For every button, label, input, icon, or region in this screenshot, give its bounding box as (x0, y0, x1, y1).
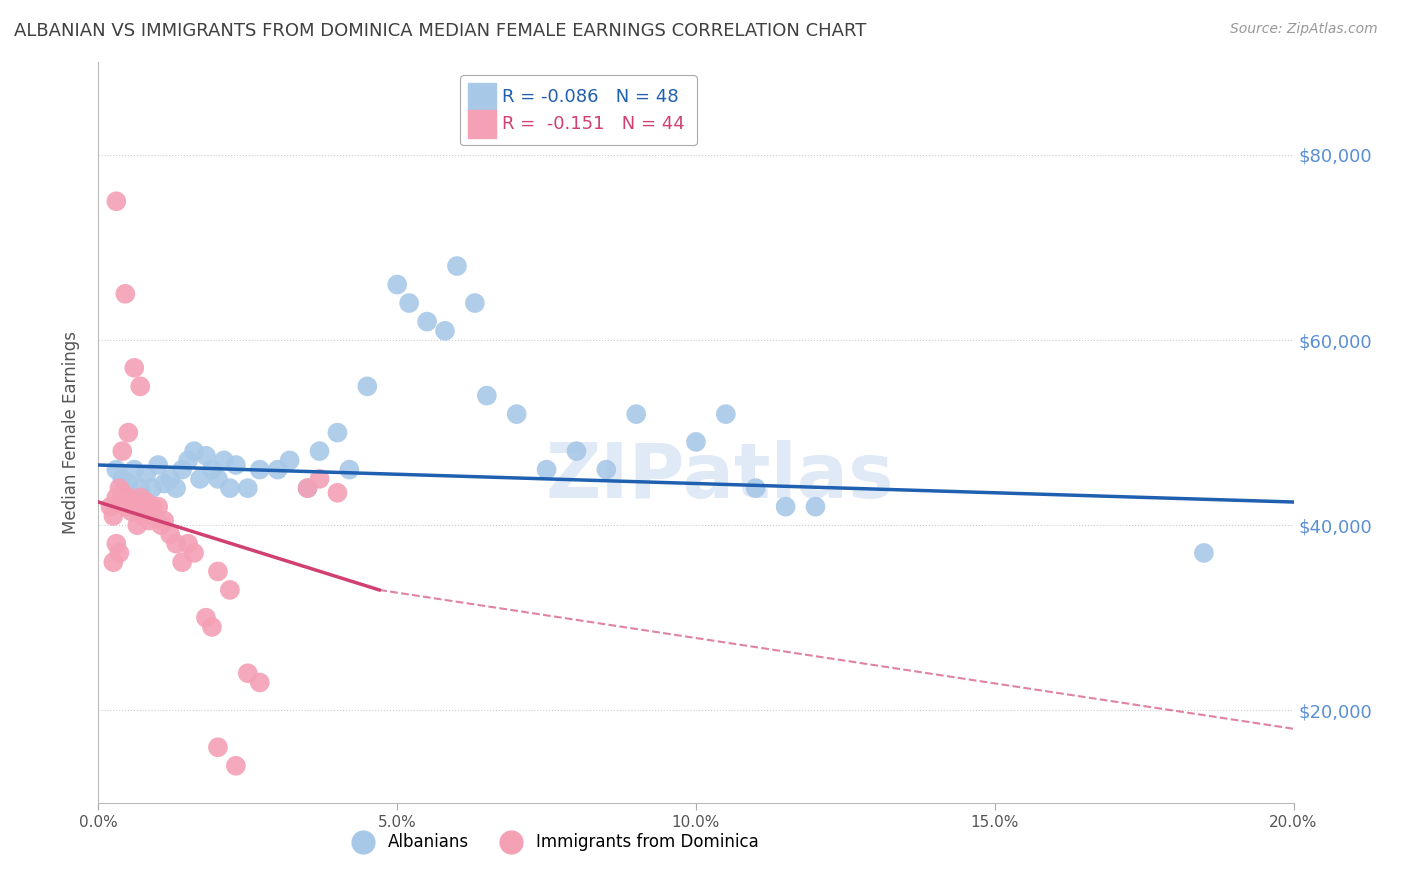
Point (565, 444, 588, 458)
Point (148, 500, 170, 514)
Point (165, 536, 187, 550)
Point (117, 491, 139, 505)
Point (297, 481, 319, 495)
Point (165, 481, 187, 495)
Point (129, 491, 152, 505)
Point (385, 277, 409, 292)
Point (124, 462, 146, 476)
Point (98, 500, 122, 514)
Point (111, 472, 134, 486)
Point (177, 536, 200, 550)
Point (685, 434, 707, 449)
Point (124, 500, 146, 514)
Point (207, 740, 229, 755)
Point (595, 462, 617, 476)
Point (111, 444, 134, 458)
Point (153, 476, 176, 491)
Point (446, 259, 468, 273)
Point (308, 472, 330, 486)
Point (103, 555, 125, 569)
Point (124, 360, 146, 375)
Point (159, 527, 181, 541)
Point (714, 407, 737, 421)
Point (117, 425, 139, 440)
Point (103, 508, 125, 523)
Text: ZIPatlas: ZIPatlas (546, 440, 894, 514)
Text: ALBANIAN VS IMMIGRANTS FROM DOMINICA MEDIAN FEMALE EARNINGS CORRELATION CHART: ALBANIAN VS IMMIGRANTS FROM DOMINICA MED… (14, 22, 866, 40)
Point (745, 481, 768, 495)
Point (267, 462, 290, 476)
Point (138, 514, 160, 528)
Point (326, 425, 349, 440)
Point (135, 467, 157, 482)
Point (114, 286, 136, 301)
Point (114, 500, 136, 514)
Point (236, 666, 259, 681)
Point (141, 500, 163, 514)
Point (212, 453, 235, 467)
Point (225, 458, 247, 472)
Text: Source: ZipAtlas.com: Source: ZipAtlas.com (1230, 22, 1378, 37)
Point (127, 518, 149, 533)
Point (201, 620, 224, 634)
Point (308, 444, 330, 458)
Point (183, 444, 205, 458)
Point (201, 462, 224, 476)
Point (108, 546, 131, 560)
Point (129, 481, 152, 495)
Point (150, 518, 173, 533)
Point (177, 453, 200, 467)
Point (117, 476, 139, 491)
Point (172, 462, 194, 476)
Point (105, 194, 128, 209)
Point (1192, 546, 1215, 560)
Point (135, 495, 157, 509)
Point (398, 296, 420, 310)
Point (416, 314, 439, 328)
Point (129, 379, 152, 393)
Point (278, 453, 301, 467)
Point (207, 472, 229, 486)
Point (225, 758, 247, 772)
Legend: Albanians, Immigrants from Dominica: Albanians, Immigrants from Dominica (340, 826, 765, 857)
Point (536, 462, 558, 476)
Point (775, 500, 797, 514)
Point (195, 449, 218, 463)
Point (219, 481, 242, 495)
Point (249, 675, 271, 690)
Point (132, 508, 155, 523)
Point (195, 610, 218, 624)
Point (141, 481, 163, 495)
Point (249, 462, 271, 476)
Point (188, 472, 211, 486)
Point (475, 388, 498, 402)
Point (219, 582, 242, 597)
Point (356, 379, 378, 393)
Point (297, 481, 319, 495)
Y-axis label: Median Female Earnings: Median Female Earnings (62, 331, 80, 534)
Point (626, 407, 648, 421)
Point (207, 565, 229, 579)
Point (143, 508, 166, 523)
Point (339, 462, 361, 476)
Point (236, 481, 259, 495)
Point (506, 407, 529, 421)
Point (326, 485, 349, 500)
Point (111, 485, 134, 500)
Point (434, 324, 457, 338)
Point (105, 491, 128, 505)
Point (153, 514, 176, 528)
Point (172, 555, 194, 569)
Point (159, 472, 181, 486)
Point (105, 462, 128, 476)
Point (464, 296, 486, 310)
Point (804, 500, 827, 514)
Point (105, 536, 128, 550)
Point (183, 546, 205, 560)
Point (148, 458, 170, 472)
Point (108, 481, 131, 495)
Point (120, 504, 142, 518)
